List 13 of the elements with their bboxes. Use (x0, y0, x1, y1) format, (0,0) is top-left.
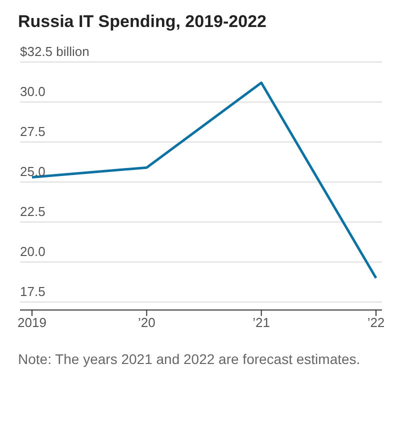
x-tick-label: ’20 (138, 315, 156, 330)
chart-title: Russia IT Spending, 2019-2022 (18, 12, 268, 32)
x-tick-label: 2019 (18, 315, 46, 330)
y-tick-label: $32.5 billion (20, 44, 90, 59)
y-tick-label: 20.0 (20, 244, 46, 259)
y-tick-label: 25.0 (20, 164, 46, 179)
y-tick-label: 27.5 (20, 124, 46, 139)
text: Note: The years 2021 and 2022 are forecast estimates. (18, 350, 362, 368)
y-tick-label: 30.0 (20, 84, 46, 99)
y-tick-label: 17.5 (20, 284, 46, 299)
y-tick-label: 22.5 (20, 204, 46, 219)
x-tick-label: ’21 (252, 315, 270, 330)
x-tick-label: ’22 (367, 315, 385, 330)
